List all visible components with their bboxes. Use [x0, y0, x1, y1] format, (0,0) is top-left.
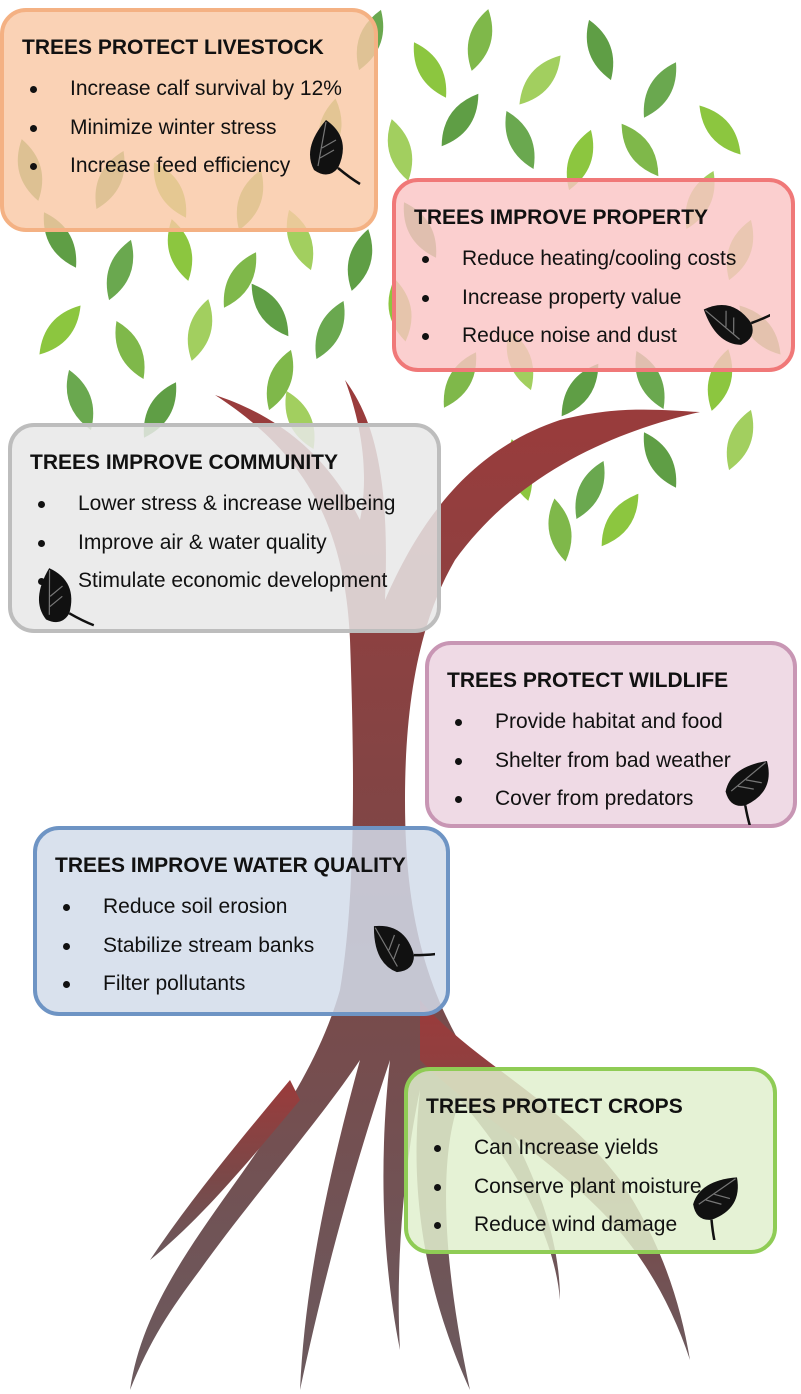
leaf: [341, 226, 379, 294]
leaf-icon: [680, 1160, 760, 1245]
leaf: [567, 456, 614, 523]
benefit-item: Reduce heating/cooling costs: [420, 240, 736, 279]
infographic: TREES PROTECT LIVESTOCK Increase calf sur…: [0, 0, 801, 1394]
benefit-item: Provide habitat and food: [453, 703, 731, 742]
leaf: [613, 117, 668, 182]
benefit-item: Stabilize stream banks: [61, 927, 314, 966]
leaf-icon: [18, 555, 98, 640]
leaf: [691, 98, 749, 161]
leaf-icon: [712, 745, 792, 830]
leaf: [593, 487, 648, 552]
leaf: [381, 116, 419, 184]
leaf: [544, 497, 577, 564]
benefit-item: Shelter from bad weather: [453, 742, 731, 781]
benefit-item: Can Increase yields: [432, 1129, 702, 1168]
benefit-item: Lower stress & increase wellbeing: [36, 485, 395, 524]
leaf: [404, 37, 455, 103]
box-title: TREES IMPROVE PROPERTY: [414, 206, 708, 230]
leaf: [511, 48, 569, 111]
leaf: [497, 106, 544, 173]
benefit-item: Filter pollutants: [61, 965, 314, 1004]
leaf: [107, 316, 154, 383]
box-title: TREES PROTECT WILDLIFE: [447, 669, 728, 693]
leaf: [634, 427, 685, 493]
leaf: [243, 277, 298, 342]
benefit-item: Reduce noise and dust: [420, 317, 736, 356]
benefit-item: Cover from predators: [453, 780, 731, 819]
box-title: TREES PROTECT LIVESTOCK: [22, 36, 324, 60]
leaf: [31, 298, 89, 361]
box-title: TREES IMPROVE WATER QUALITY: [55, 854, 406, 878]
leaf: [99, 236, 142, 304]
box-title: TREES PROTECT CROPS: [426, 1095, 683, 1119]
box-title: TREES IMPROVE COMMUNITY: [30, 451, 338, 475]
leaf: [433, 87, 488, 152]
leaf: [181, 296, 219, 364]
leaf: [307, 296, 354, 363]
leaf: [719, 406, 762, 474]
leaf: [461, 6, 499, 74]
leaf-icon: [690, 280, 770, 365]
benefit-item: Conserve plant moisture: [432, 1168, 702, 1207]
benefit-item: Increase calf survival by 12%: [28, 70, 342, 109]
leaf-icon: [355, 905, 435, 990]
benefit-item: Reduce soil erosion: [61, 888, 314, 927]
leaf: [634, 57, 685, 123]
benefit-item: Increase property value: [420, 279, 736, 318]
leaf: [579, 16, 622, 84]
benefit-item: Reduce wind damage: [432, 1206, 702, 1245]
leaf-icon: [290, 108, 370, 193]
